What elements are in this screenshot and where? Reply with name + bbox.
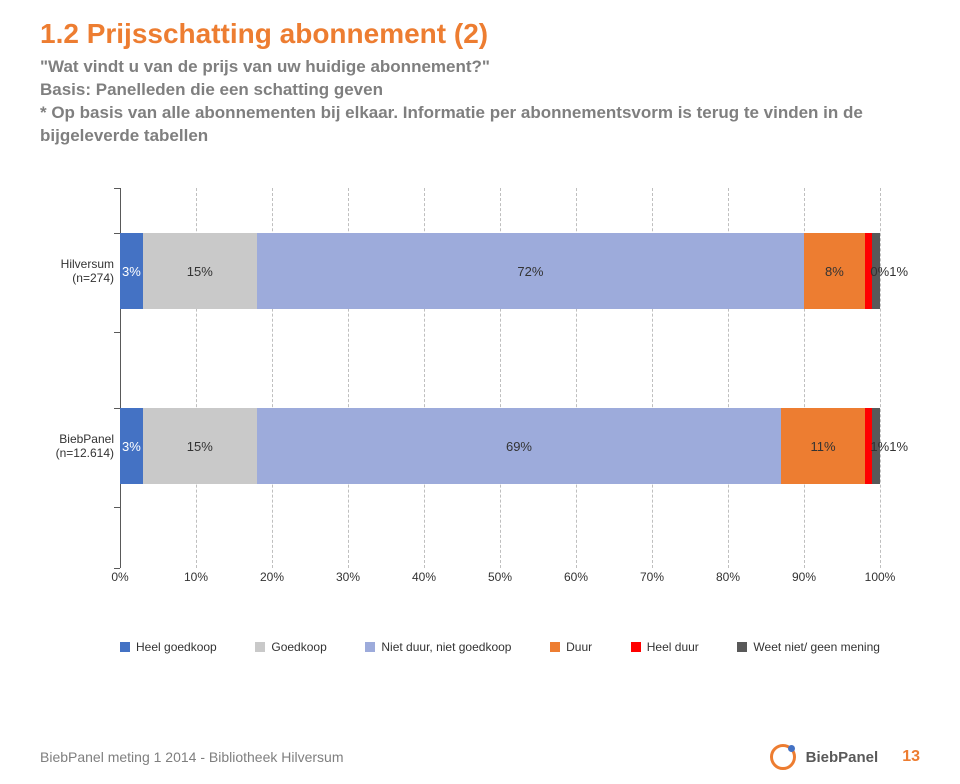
page-title: 1.2 Prijsschatting abonnement (2) bbox=[40, 18, 920, 50]
x-tick-label: 80% bbox=[716, 570, 740, 584]
bar-segment: 8% bbox=[804, 233, 865, 309]
legend-swatch bbox=[120, 642, 130, 652]
legend-item: Weet niet/ geen mening bbox=[737, 640, 880, 654]
x-tick-label: 100% bbox=[865, 570, 896, 584]
legend-label: Goedkoop bbox=[271, 640, 326, 654]
bar-stack: 3%15%69%11% bbox=[120, 408, 880, 484]
chart-area: 0%10%20%30%40%50%60%70%80%90%100% Hilver… bbox=[120, 188, 880, 568]
x-tick-label: 40% bbox=[412, 570, 436, 584]
chart-row: Hilversum (n=274)3%15%72%8%0%1% bbox=[120, 233, 880, 309]
legend-item: Niet duur, niet goedkoop bbox=[365, 640, 511, 654]
row-label: BiebPanel (n=12.614) bbox=[30, 432, 120, 460]
x-tick-label: 90% bbox=[792, 570, 816, 584]
subtitle-line-2: Basis: Panelleden die een schatting geve… bbox=[40, 79, 920, 102]
legend-item: Heel duur bbox=[631, 640, 699, 654]
bar-segment: 3% bbox=[120, 408, 143, 484]
x-axis: 0%10%20%30%40%50%60%70%80%90%100% bbox=[120, 570, 880, 590]
axis-tick bbox=[114, 332, 120, 333]
brand-name: BiebPanel bbox=[806, 749, 879, 766]
row-label: Hilversum (n=274) bbox=[30, 257, 120, 285]
brand-logo-dot bbox=[788, 745, 795, 752]
legend-item: Heel goedkoop bbox=[120, 640, 217, 654]
bar-segment: 15% bbox=[143, 233, 257, 309]
legend-item: Goedkoop bbox=[255, 640, 326, 654]
legend-label: Weet niet/ geen mening bbox=[753, 640, 880, 654]
legend-swatch bbox=[737, 642, 747, 652]
axis-tick bbox=[114, 507, 120, 508]
legend-swatch bbox=[365, 642, 375, 652]
footer-text: BiebPanel meting 1 2014 - Bibliotheek Hi… bbox=[40, 749, 344, 765]
brand-logo-icon bbox=[770, 744, 796, 770]
bar-segment: 69% bbox=[257, 408, 781, 484]
x-tick-label: 60% bbox=[564, 570, 588, 584]
x-tick-label: 70% bbox=[640, 570, 664, 584]
footer-brand: BiebPanel 13 bbox=[770, 744, 920, 770]
bar-overflow-label: 0%1% bbox=[870, 233, 908, 309]
chart-legend: Heel goedkoop Goedkoop Niet duur, niet goe… bbox=[120, 640, 880, 654]
legend-swatch bbox=[255, 642, 265, 652]
x-tick-label: 0% bbox=[111, 570, 128, 584]
legend-label: Heel duur bbox=[647, 640, 699, 654]
subtitle-line-3: * Op basis van alle abonnementen bij elk… bbox=[40, 102, 920, 148]
bar-overflow-label: 1%1% bbox=[870, 408, 908, 484]
axis-tick bbox=[114, 568, 120, 569]
axis-tick bbox=[114, 188, 120, 189]
legend-swatch bbox=[631, 642, 641, 652]
legend-label: Niet duur, niet goedkoop bbox=[381, 640, 511, 654]
subtitle-line-1: "Wat vindt u van de prijs van uw huidige… bbox=[40, 56, 920, 79]
legend-label: Heel goedkoop bbox=[136, 640, 217, 654]
x-tick-label: 50% bbox=[488, 570, 512, 584]
page-footer: BiebPanel meting 1 2014 - Bibliotheek Hi… bbox=[40, 744, 920, 770]
x-tick-label: 30% bbox=[336, 570, 360, 584]
page-number: 13 bbox=[902, 748, 920, 766]
x-tick-label: 20% bbox=[260, 570, 284, 584]
page: 1.2 Prijsschatting abonnement (2) "Wat v… bbox=[0, 0, 960, 784]
bar-segment: 11% bbox=[781, 408, 865, 484]
legend-label: Duur bbox=[566, 640, 592, 654]
x-tick-label: 10% bbox=[184, 570, 208, 584]
legend-swatch bbox=[550, 642, 560, 652]
bar-segment: 15% bbox=[143, 408, 257, 484]
bar-stack: 3%15%72%8% bbox=[120, 233, 880, 309]
legend-item: Duur bbox=[550, 640, 592, 654]
bar-segment: 72% bbox=[257, 233, 804, 309]
chart-row: BiebPanel (n=12.614)3%15%69%11%1%1% bbox=[120, 408, 880, 484]
bar-segment: 3% bbox=[120, 233, 143, 309]
